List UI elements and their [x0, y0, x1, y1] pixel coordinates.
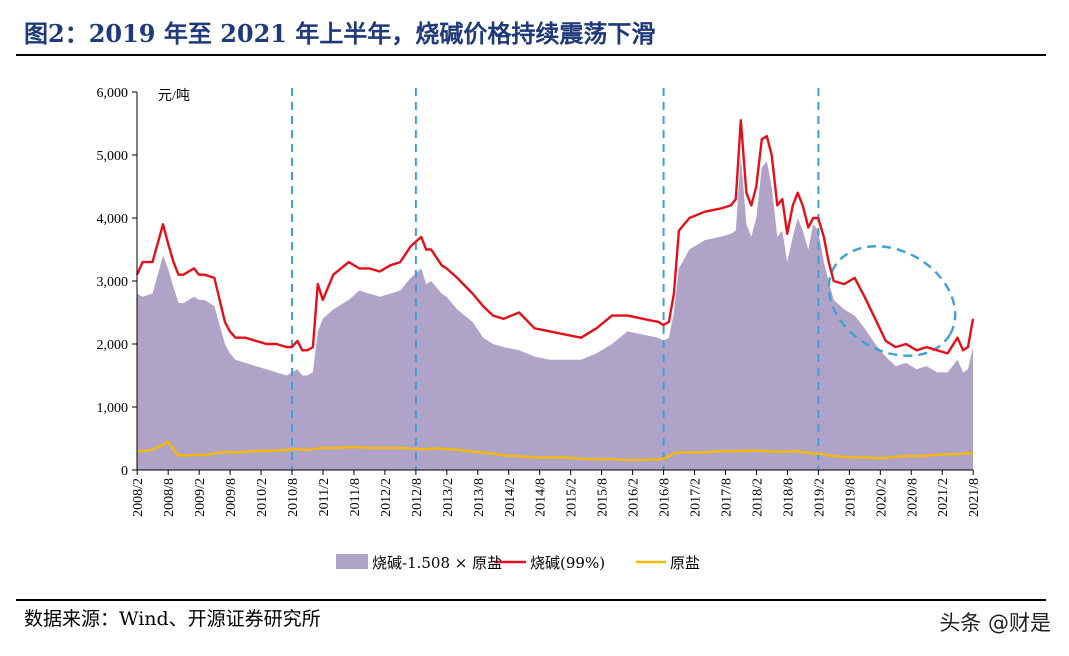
x-tick-label: 2018/8 [781, 478, 796, 517]
legend-label: 烧碱-1.508 × 原盐 [372, 554, 502, 572]
series-line-raw-salt [137, 440, 973, 462]
x-tick-label: 2021/2 [936, 478, 951, 517]
x-tick-label: 2009/8 [224, 478, 239, 517]
y-tick-label: 6,000 [97, 86, 129, 101]
y-tick-label: 2,000 [97, 338, 129, 353]
series-line-caustic-99 [135, 119, 975, 355]
x-tick-label: 2013/8 [472, 478, 487, 517]
x-tick-label: 2011/8 [348, 478, 363, 516]
x-tick-label: 2012/2 [379, 478, 394, 517]
source-note: 数据来源：Wind、开源证券研究所 [24, 608, 321, 630]
x-tick-label: 2015/8 [596, 478, 611, 517]
legend-swatch-area [336, 554, 368, 569]
x-tick-label: 2010/2 [255, 478, 270, 517]
legend-label: 原盐 [670, 554, 700, 572]
x-tick-label: 2021/8 [967, 478, 982, 517]
x-tick-label: 2016/2 [627, 478, 642, 517]
y-tick-label: 4,000 [97, 212, 129, 227]
title-rule [16, 54, 1046, 56]
source-rule [16, 599, 1046, 601]
x-tick-label: 2013/2 [441, 478, 456, 517]
x-tick-label: 2009/2 [193, 478, 208, 517]
y-tick-label: 3,000 [97, 275, 129, 290]
x-tick-label: 2016/8 [658, 478, 673, 517]
y-tick-label: 1,000 [97, 401, 129, 416]
y-tick-label: 0 [121, 464, 128, 479]
x-tick-label: 2019/2 [812, 478, 827, 517]
chart: 6,000 5,000 4,000 3,000 2,000 1,000 0 元/吨 2008/2… [97, 86, 983, 572]
x-tick-label: 2017/2 [689, 478, 704, 517]
x-tick-label: 2017/8 [720, 478, 735, 517]
x-tick-label: 2014/2 [503, 478, 518, 517]
chart-title: 图2：2019 年至 2021 年上半年，烧碱价格持续震荡下滑 [24, 19, 656, 48]
x-tick-label: 2011/2 [317, 478, 332, 516]
x-tick-label: 2019/8 [843, 478, 858, 517]
y-tick-label: 5,000 [97, 149, 129, 164]
annotation-ellipse [827, 245, 957, 357]
x-tick-label: 2015/2 [565, 478, 580, 517]
x-tick-label: 2014/8 [534, 478, 549, 517]
x-tick-label: 2020/2 [874, 478, 889, 517]
x-tick-label: 2020/8 [905, 478, 920, 517]
legend-label: 烧碱(99%) [530, 554, 605, 572]
x-tick-label: 2008/8 [162, 478, 177, 517]
x-tick-label: 2012/8 [410, 478, 425, 517]
watermark: 头条 @财是 [939, 611, 1051, 635]
series-area-caustic-minus-salt [137, 155, 973, 470]
x-tick-label: 2008/2 [131, 478, 146, 517]
y-axis-unit: 元/吨 [158, 88, 190, 104]
x-tick-label: 2018/2 [750, 478, 765, 517]
x-tick-label: 2010/8 [286, 478, 301, 517]
